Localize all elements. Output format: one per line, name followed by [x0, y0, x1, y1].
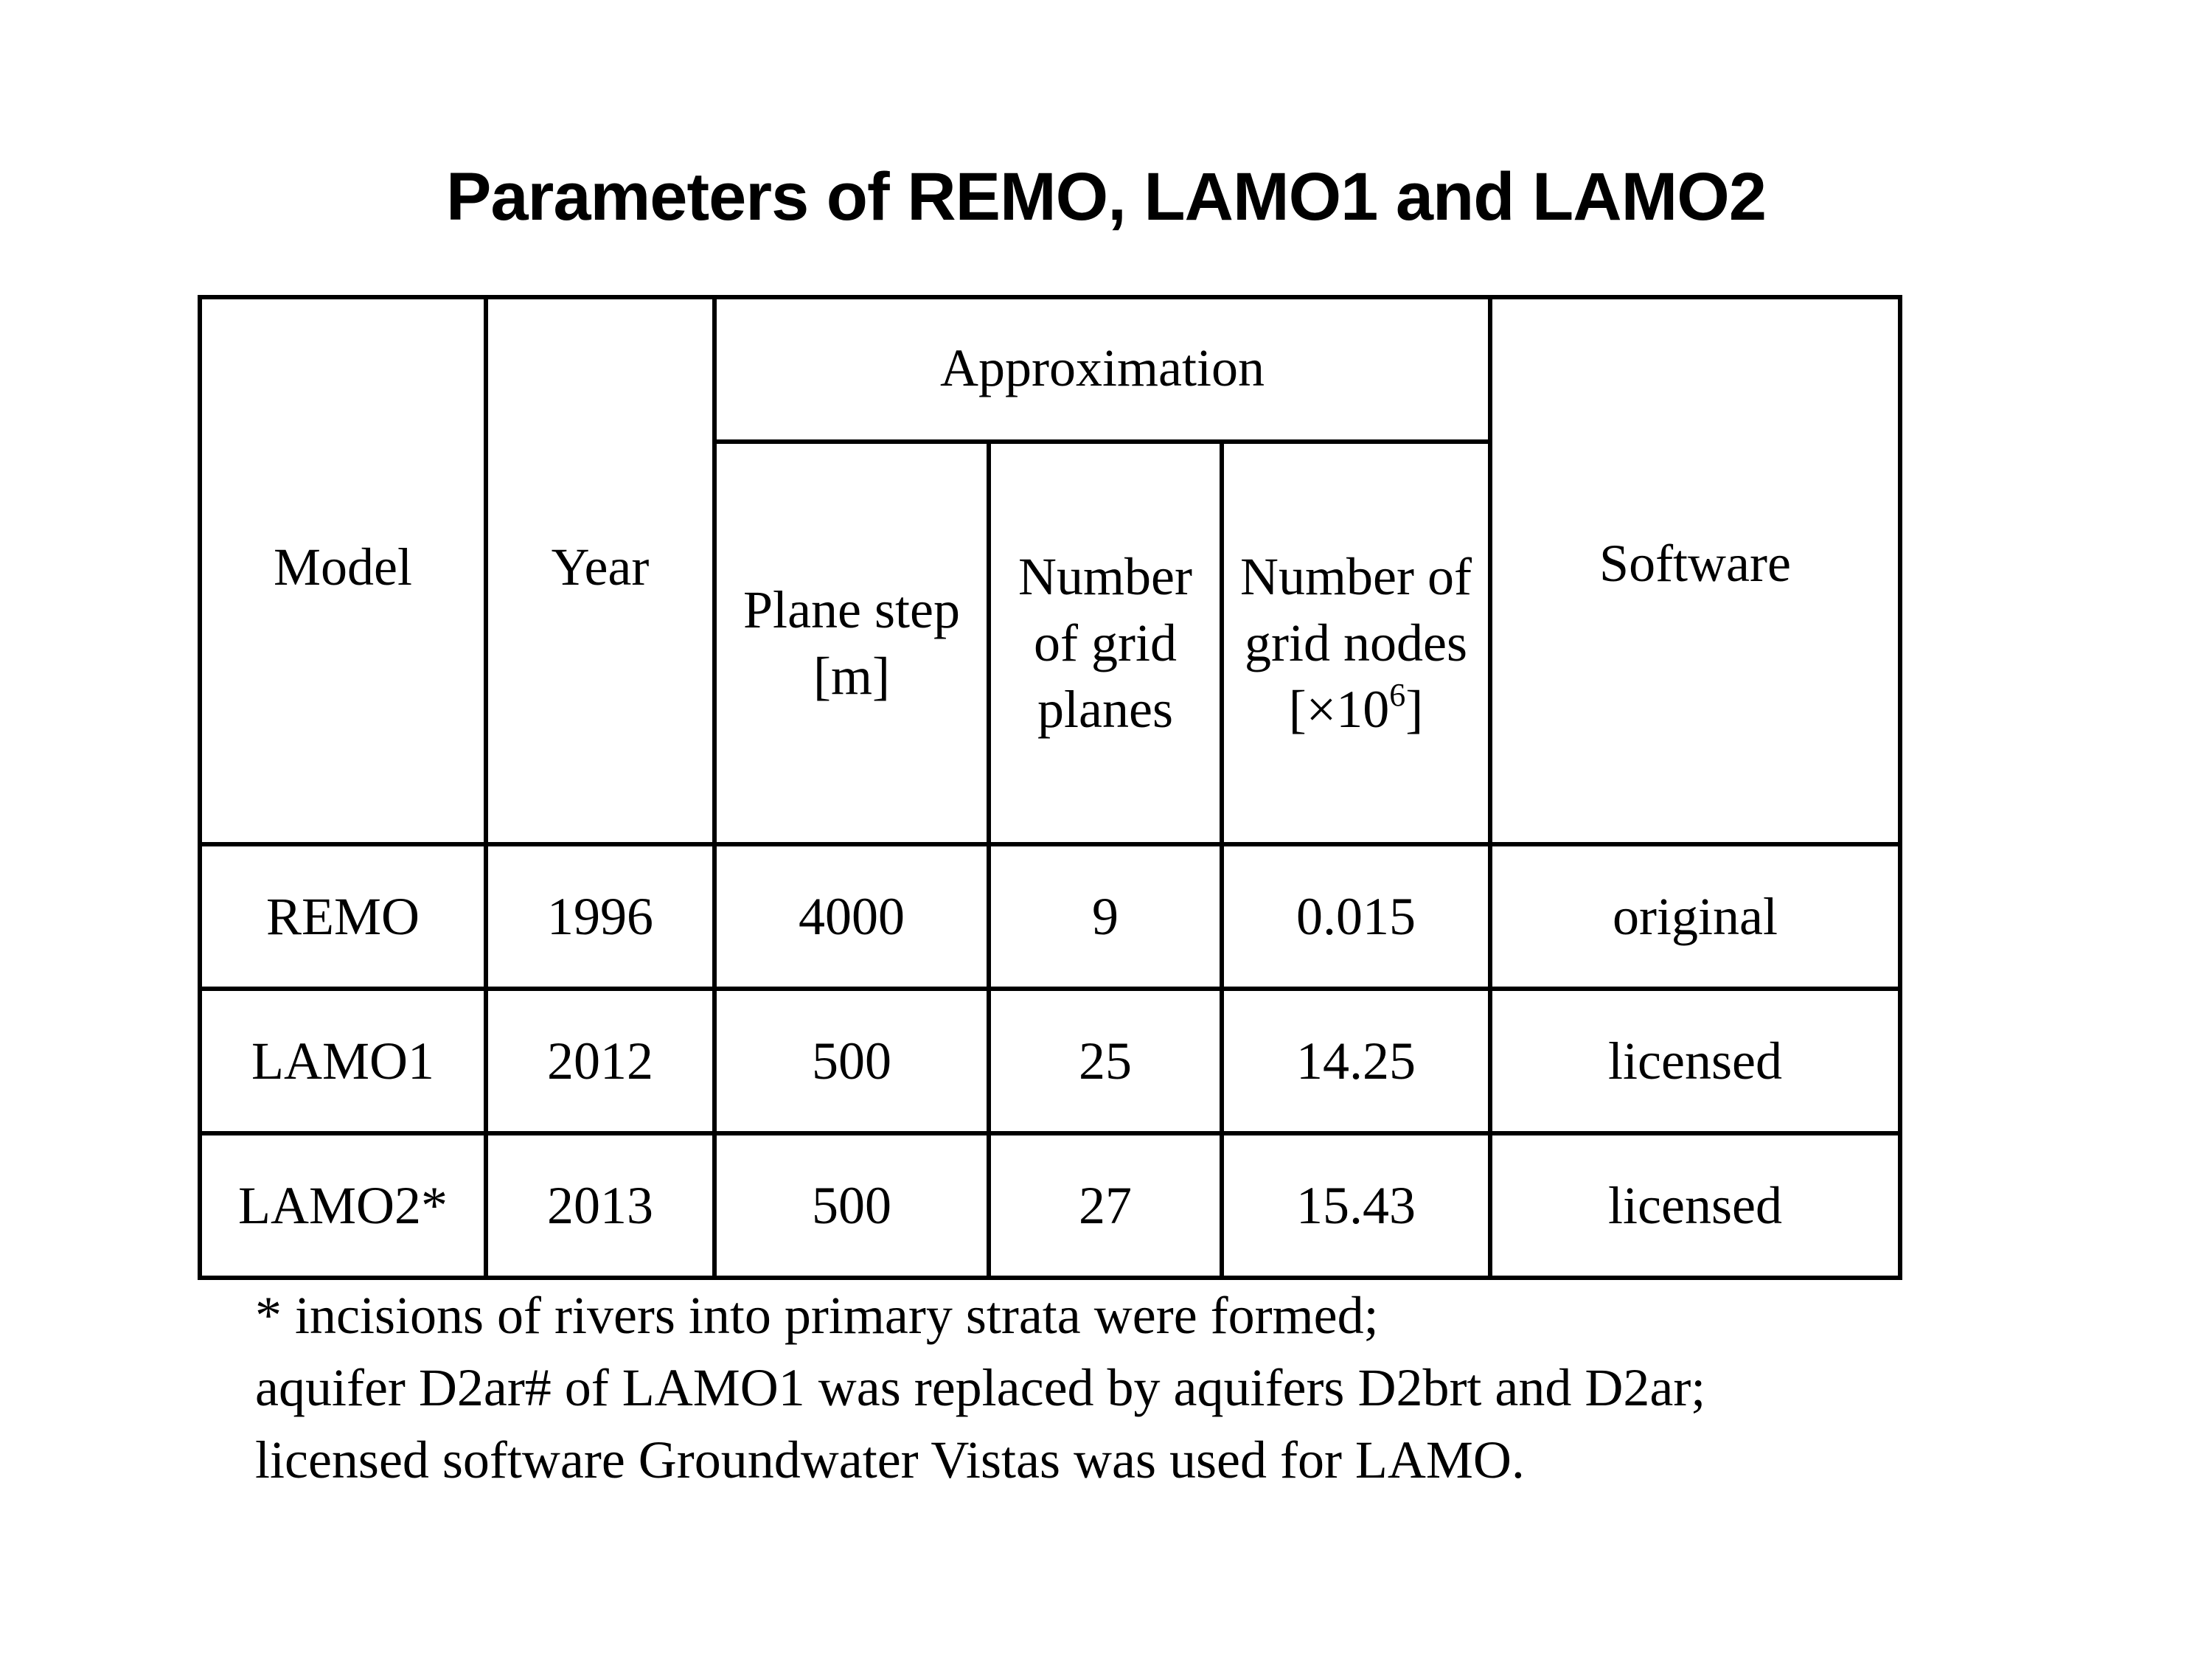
header-grid-planes-line2: of grid	[1034, 613, 1177, 672]
header-grid-planes: Number of grid planes	[987, 439, 1224, 846]
header-plane-step-line1: Plane step	[743, 580, 960, 639]
header-grid-nodes: Number of grid nodes [×106]	[1220, 439, 1492, 846]
cell-software: original	[1488, 842, 1902, 991]
header-plane-step: Plane step [m]	[712, 439, 991, 846]
cell-grid-planes: 9	[987, 842, 1224, 991]
grid-nodes-unit-prefix: [×10	[1288, 680, 1390, 739]
cell-year: 1996	[484, 842, 717, 991]
header-grid-nodes-line2: grid nodes	[1245, 613, 1467, 672]
table-row-lamo1: LAMO1 2012 500 25 14.25 licensed	[198, 987, 1902, 1135]
header-plane-step-line2: [m]	[813, 647, 890, 706]
cell-plane-step: 4000	[712, 842, 991, 991]
cell-model: LAMO2*	[198, 1131, 488, 1280]
footnote-line-1: * incisions of rivers into primary strat…	[255, 1286, 1379, 1345]
cell-model: LAMO1	[198, 987, 488, 1135]
header-grid-planes-line1: Number	[1018, 547, 1192, 606]
header-grid-nodes-unit: [×106]	[1224, 676, 1488, 742]
footnote-line-2: aquifer D2ar# of LAMO1 was replaced by a…	[255, 1358, 1706, 1417]
header-software: Software	[1488, 295, 1902, 846]
header-grid-nodes-line1: Number of	[1240, 547, 1472, 606]
cell-plane-step: 500	[712, 987, 991, 1135]
cell-grid-nodes: 0.015	[1220, 842, 1492, 991]
cell-year: 2012	[484, 987, 717, 1135]
footnote: * incisions of rivers into primary strat…	[255, 1279, 1705, 1496]
grid-nodes-unit-suffix: ]	[1405, 680, 1424, 739]
parameters-table: Model Year Approximation Software Plane …	[198, 295, 1902, 1280]
table-row-remo: REMO 1996 4000 9 0.015 original	[198, 842, 1902, 991]
header-model-label: Model	[274, 538, 412, 597]
grid-nodes-unit-exponent: 6	[1389, 677, 1406, 713]
cell-grid-planes: 25	[987, 987, 1224, 1135]
header-software-label: Software	[1599, 534, 1791, 593]
cell-grid-planes: 27	[987, 1131, 1224, 1280]
cell-plane-step: 500	[712, 1131, 991, 1280]
header-grid-planes-line3: planes	[1037, 680, 1173, 739]
table-row-lamo2: LAMO2* 2013 500 27 15.43 licensed	[198, 1131, 1902, 1280]
header-approximation: Approximation	[712, 295, 1492, 444]
cell-software: licensed	[1488, 1131, 1902, 1280]
header-model: Model	[198, 295, 488, 846]
slide-title: Parameters of REMO, LAMO1 and LAMO2	[446, 159, 1767, 234]
footnote-line-3: licensed software Groundwater Vistas was…	[255, 1430, 1525, 1489]
header-year-label: Year	[551, 538, 650, 597]
header-year: Year	[484, 295, 717, 846]
header-approximation-label: Approximation	[940, 338, 1265, 397]
cell-grid-nodes: 14.25	[1220, 987, 1492, 1135]
cell-year: 2013	[484, 1131, 717, 1280]
cell-grid-nodes: 15.43	[1220, 1131, 1492, 1280]
cell-software: licensed	[1488, 987, 1902, 1135]
cell-model: REMO	[198, 842, 488, 991]
